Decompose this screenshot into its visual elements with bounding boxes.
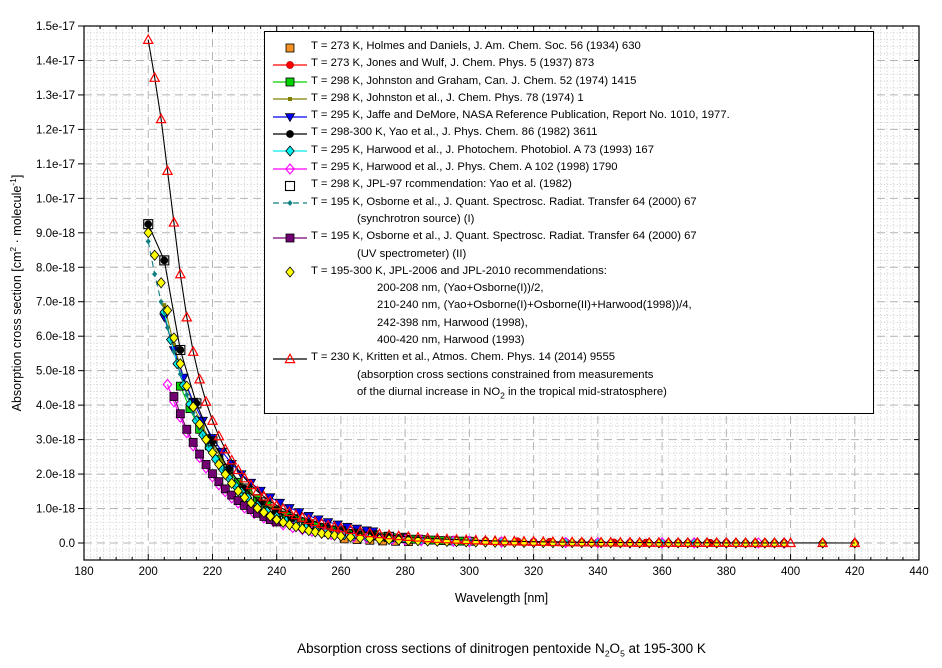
y-tick-label: 1.5e-17 [36,21,75,33]
legend-marker-yao-icon [273,130,307,138]
y-axis-title-text: Absorption cross section [cm [10,251,25,412]
legend-marker-harwood-1998-icon [273,162,307,175]
legend-marker-jpl-97-icon [284,180,296,191]
legend-marker-holmes-icon [285,43,295,52]
legend-text: T = 273 K, Holmes and Daniels, J. Am. Ch… [311,40,641,52]
legend-marker-osborne-1-icon [273,200,307,207]
legend-text: T = 295 K, Harwood et al., J. Photochem.… [311,143,654,156]
x-tick-label: 300 [460,566,479,578]
x-tick-label: 260 [331,566,350,578]
legend-entry-kritten: T = 230 K, Kritten et al., Atmos. Chem. … [269,349,873,404]
y-axis-superscript: 2 [8,246,18,252]
legend-text: 210-240 nm, (Yao+Osborne(I)+Osborne(II)+… [377,299,692,312]
legend-text: T = 195-300 K, JPL-2006 and JPL-2010 rec… [311,264,607,277]
legend-entry-jaffe: T = 295 K, Jaffe and DeMore, NASA Refere… [269,107,873,124]
y-axis-title-text: ] [10,174,25,179]
legend-text: 200-208 nm, (Yao+Osborne(I))/2, [377,282,544,295]
x-tick-label: 340 [588,566,607,578]
legend-marker-kritten-icon [273,352,307,364]
legend-text: T = 298 K, Johnston and Graham, Can. J. … [311,74,637,87]
legend-marker-jones-icon [273,60,307,69]
legend-entry-osborne-2: T = 195 K, Osborne et al., J. Quant. Spe… [269,228,873,263]
legend-entry-jpl-2006-2010: T = 195-300 K, JPL-2006 and JPL-2010 rec… [269,263,873,349]
legend-text: T = 195 K, Osborne et al., J. Quant. Spe… [311,230,697,243]
caption-subscript: 5 [620,648,625,659]
legend-entry-jones: T = 273 K, Jones and Wulf, J. Chem. Phys… [269,55,873,72]
y-tick-label: 8.0e-18 [36,262,75,274]
x-tick-label: 220 [203,566,222,578]
legend-marker-jpl-2006-2010-icon [285,266,295,278]
legend-text: T = 298 K, Johnston et al., J. Chem. Phy… [311,91,584,104]
legend-entry-johnston: T = 298 K, Johnston et al., J. Chem. Phy… [269,90,873,107]
legend-marker-johnston-icon [273,97,307,102]
y-tick-label: 1.3e-17 [36,90,75,102]
y-tick-label: 2.0e-18 [36,469,75,481]
legend-text: T = 195 K, Osborne et al., J. Quant. Spe… [311,195,697,208]
y-axis-superscript: -1 [8,178,18,186]
series-kritten [142,33,861,548]
x-axis-title: Wavelength [nm] [454,591,549,605]
x-tick-label: 400 [781,566,800,578]
x-tick-label: 440 [909,566,928,578]
legend-marker-johnston-graham-icon [273,77,307,87]
caption-text: Absorption cross sections of dinitrogen … [297,641,605,656]
legend-entry-holmes: T = 273 K, Holmes and Daniels, J. Am. Ch… [269,38,873,55]
legend-entry-johnston-graham: T = 298 K, Johnston and Graham, Can. J. … [269,73,873,90]
caption-text: at 195-300 K [624,641,706,656]
x-tick-label: 420 [845,566,864,578]
y-tick-label: 5.0e-18 [36,366,75,378]
legend-marker-harwood-1993-icon [273,145,307,157]
legend-text: (UV spectrometer) (II) [357,247,467,260]
legend-text: of the diurnal increase in NO2 in the tr… [357,385,667,401]
y-tick-label: 3.0e-18 [36,435,75,447]
y-tick-label: 1.0e-17 [36,193,75,205]
legend-text: T = 295 K, Harwood et al., J. Phys. Chem… [311,161,618,174]
x-tick-label: 180 [74,566,93,578]
legend-text: 400-420 nm, Harwood (1993) [377,334,525,347]
y-tick-label: 7.0e-18 [36,297,75,309]
legend-entry-harwood-1998: T = 295 K, Harwood et al., J. Phys. Chem… [269,159,873,176]
x-tick-label: 240 [267,566,286,578]
y-tick-label: 6.0e-18 [36,331,75,343]
legend-entry-osborne-1: T = 195 K, Osborne et al., J. Quant. Spe… [269,194,873,229]
y-axis-title-text: · molecule [10,185,25,247]
legend-text: (absorption cross sections constrained f… [357,368,654,381]
legend-text: T = 298-300 K, Yao et al., J. Phys. Chem… [311,126,598,139]
legend-marker-jaffe-icon [273,112,307,122]
legend-entry-harwood-1993: T = 295 K, Harwood et al., J. Photochem.… [269,142,873,159]
legend-text: 242-398 nm, Harwood (1998), [377,316,528,329]
x-tick-label: 280 [396,566,415,578]
caption-subscript: 2 [604,648,610,659]
y-tick-label: 1.1e-17 [36,159,75,171]
legend-text: T = 298 K, JPL-97 rcommendation: Yao et … [311,178,572,191]
y-tick-label: 9.0e-18 [36,228,75,240]
figure-caption: Absorption cross sections of dinitrogen … [84,641,919,659]
x-tick-label: 200 [139,566,158,578]
caption-text: O [609,641,621,656]
minor-grid [84,26,919,560]
y-tick-label: 0.0 [59,538,75,550]
legend-entry-yao: T = 298-300 K, Yao et al., J. Phys. Chem… [269,124,873,141]
chart-legend: T = 273 K, Holmes and Daniels, J. Am. Ch… [264,31,874,414]
y-tick-label: 1.4e-17 [36,55,75,67]
y-tick-label: 4.0e-18 [36,400,75,412]
legend-text: T = 295 K, Jaffe and DeMore, NASA Refere… [311,109,730,122]
x-tick-label: 320 [524,566,543,578]
y-tick-label: 1.0e-18 [36,504,75,516]
legend-text: T = 273 K, Jones and Wulf, J. Chem. Phys… [311,57,595,70]
legend-marker-osborne-2-icon [273,233,307,243]
legend-entry-jpl-97: T = 298 K, JPL-97 rcommendation: Yao et … [269,176,873,193]
y-tick-label: 1.2e-17 [36,124,75,136]
x-tick-label: 380 [717,566,736,578]
x-tick-label: 360 [652,566,671,578]
legend-text: (synchrotron source) (I) [357,212,475,225]
y-axis-title: Absorption cross section [cm2 · molecule… [8,23,28,563]
legend-text: T = 230 K, Kritten et al., Atmos. Chem. … [311,351,616,364]
